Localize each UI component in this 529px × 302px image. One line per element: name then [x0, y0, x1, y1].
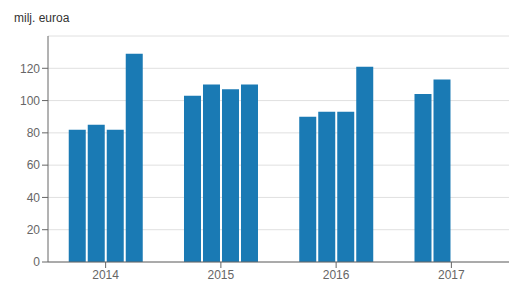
svg-text:2014: 2014: [92, 268, 119, 282]
svg-text:80: 80: [27, 126, 41, 140]
svg-text:100: 100: [20, 94, 40, 108]
html-text:milj. euroa: milj. euroa: [14, 11, 70, 25]
svg-text:120: 120: [20, 62, 40, 76]
svg-text:20: 20: [27, 223, 41, 237]
svg-text:2016: 2016: [323, 268, 350, 282]
svg-text:0: 0: [33, 255, 40, 269]
svg-text:2015: 2015: [208, 268, 235, 282]
svg-text:2017: 2017: [438, 268, 465, 282]
svg-text:40: 40: [27, 191, 41, 205]
svg-text:60: 60: [27, 158, 41, 172]
